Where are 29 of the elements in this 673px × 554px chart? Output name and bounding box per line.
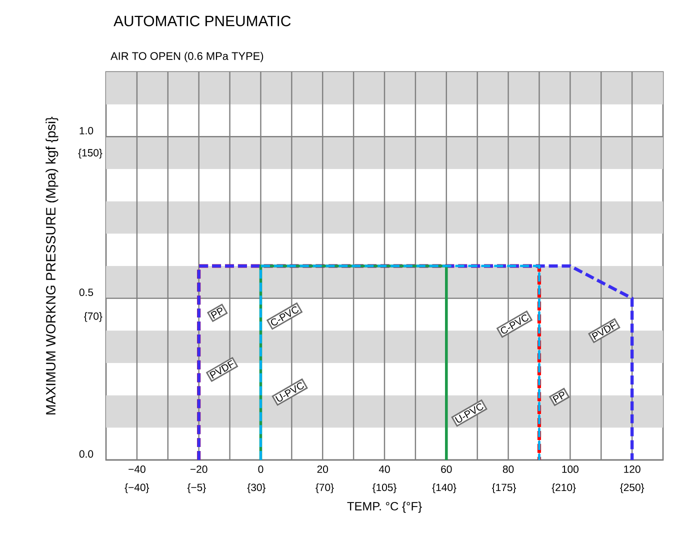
x-tick-label: −40	[128, 466, 146, 473]
x-tick-label: 40	[378, 466, 390, 473]
x2-tick-label: {175}	[492, 483, 516, 494]
x-axis-title: TEMP. °C {°F}	[347, 502, 422, 513]
x2-tick-label: {250}	[620, 483, 644, 494]
y-tick-label: 0.0	[79, 450, 94, 458]
x2-tick-label: {−5}	[187, 483, 206, 494]
annotation: PP	[552, 392, 564, 403]
y-axis-title: MAXIMUM WORKNG PRESSURE (Mpa) kgf {psi}	[46, 116, 58, 414]
x-tick-label: 0	[258, 466, 264, 473]
x2-tick-label: {105}	[372, 483, 397, 494]
x2-tick-label: {210}	[552, 483, 576, 494]
x-tick-label: −20	[190, 466, 208, 473]
x2-tick-label: {−40}	[124, 483, 150, 494]
x-tick-label: 120	[624, 466, 640, 473]
chart-subtitle: AIR TO OPEN (0.6 MPa TYPE)	[110, 52, 264, 62]
x2-tick-label: {70}	[316, 483, 334, 494]
y-tick-label: 1.0	[80, 126, 94, 134]
x-tick-label: 100	[562, 466, 578, 473]
y2-tick-label: {150}	[78, 148, 102, 159]
x-tick-label: 80	[502, 466, 514, 473]
x2-tick-label: {30}	[247, 483, 266, 494]
x-tick-label: 20	[317, 466, 328, 473]
x-tick-label: 60	[441, 466, 452, 473]
x2-tick-label: {140}	[432, 483, 456, 494]
y-tick-label: 0.5	[79, 288, 94, 296]
chart-title: AUTOMATIC PNEUMATIC	[114, 16, 291, 26]
annotation: PP	[210, 308, 222, 319]
y2-tick-label: {70}	[84, 312, 102, 322]
